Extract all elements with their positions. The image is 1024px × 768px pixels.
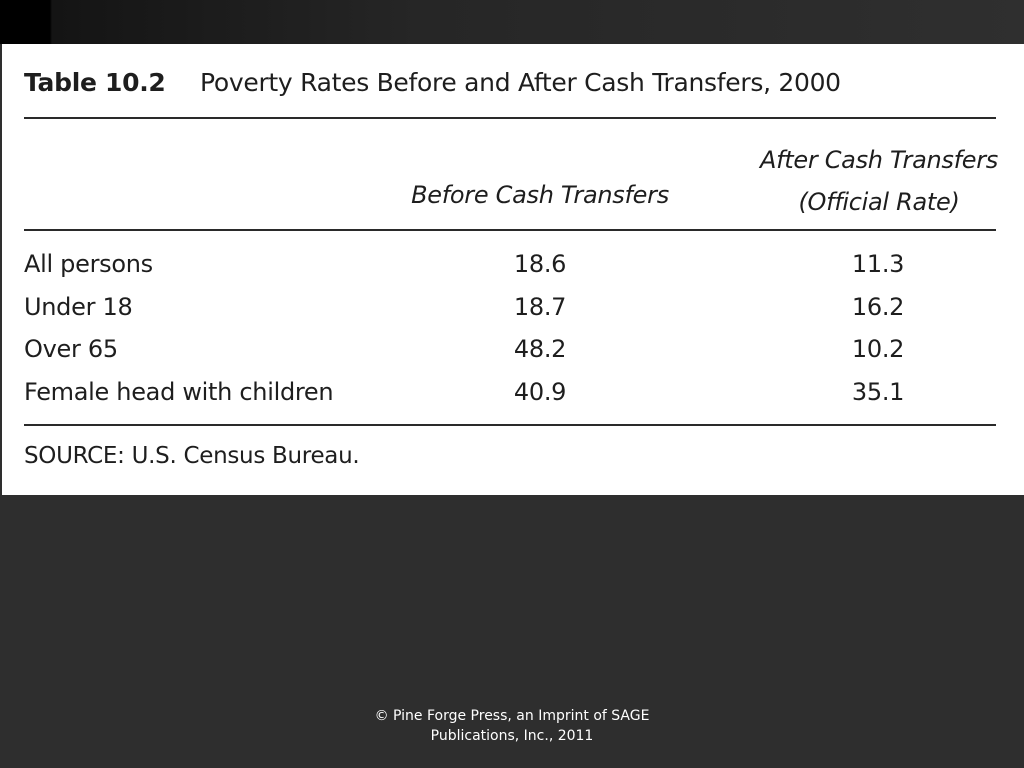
column-header-after-line1: After Cash Transfers [759,146,999,174]
table-body: All persons 18.6 11.3 Under 18 18.7 16.2… [24,246,1004,416]
table-row: Female head with children 40.9 35.1 [24,374,1004,417]
copyright-line1: © Pine Forge Press, an Imprint of SAGE [374,708,650,724]
top-rule [24,117,996,119]
table-row: Under 18 18.7 16.2 [24,289,1004,332]
table-image: Table 10.2 Poverty Rates Before and After… [2,44,1024,495]
table-row: Over 65 48.2 10.2 [24,331,1004,374]
cell-after: 35.1 [851,377,905,406]
cell-before: 18.6 [513,250,567,278]
row-label: Female head with children [24,377,334,406]
bottom-rule [24,424,996,426]
copyright-line2: Publications, Inc., 2011 [430,728,594,744]
table-row: All persons 18.6 11.3 [24,246,1004,289]
source-note: SOURCE: U.S. Census Bureau. [24,443,360,469]
row-label: All persons [24,250,153,278]
header-rule [24,229,996,231]
table-caption: Poverty Rates Before and After Cash Tran… [200,68,841,97]
copyright-footer: © Pine Forge Press, an Imprint of SAGE P… [312,706,712,746]
table-title: Table 10.2 Poverty Rates Before and After… [24,68,841,97]
column-header-after-line2: (Official Rate) [798,188,960,216]
column-header-after: After Cash Transfers (Official Rate) [734,139,1024,223]
table-number: Table 10.2 [24,68,166,97]
cell-after: 11.3 [851,250,905,278]
cell-before: 18.7 [513,292,567,321]
cell-after: 16.2 [851,292,905,321]
row-label: Under 18 [24,292,133,321]
column-header-before: Before Cash Transfers [411,181,669,209]
slide-top-band [0,0,1024,44]
cell-before: 48.2 [513,335,567,363]
cell-after: 10.2 [851,335,905,363]
cell-before: 40.9 [513,377,567,406]
row-label: Over 65 [24,335,118,363]
